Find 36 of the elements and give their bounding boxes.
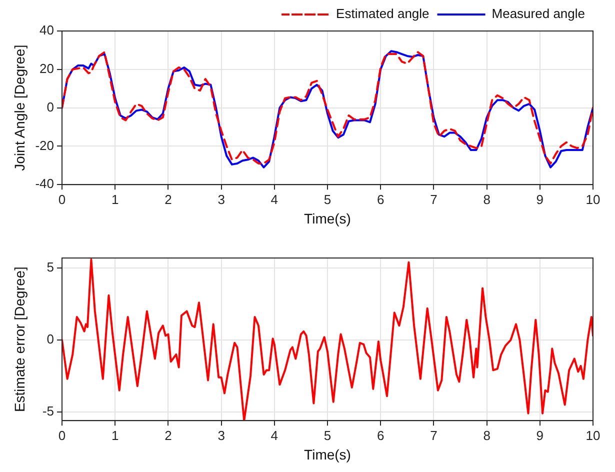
x-tick-label: 0	[58, 428, 66, 443]
y-tick-label: 0	[46, 332, 54, 347]
x-tick-label: 2	[164, 428, 172, 443]
x-tick-label: 6	[376, 192, 384, 207]
y-tick-label: -20	[35, 138, 54, 153]
x-tick-label: 3	[218, 428, 225, 443]
x-tick-label: 6	[376, 428, 384, 443]
y-tick-label: -5	[42, 404, 54, 419]
x-tick-label: 10	[586, 428, 600, 443]
x-tick-label: 7	[430, 192, 438, 207]
x-tick-label: 9	[536, 428, 544, 443]
y-tick-label: 0	[46, 99, 54, 114]
x-tick-label: 5	[324, 428, 332, 443]
x-axis-title: Time(s)	[304, 446, 351, 462]
x-tick-label: 9	[536, 192, 544, 207]
x-tick-label: 10	[586, 192, 600, 207]
x-tick-label: 4	[270, 192, 278, 207]
legend-label: Measured angle	[492, 6, 586, 22]
x-tick-label: 1	[111, 192, 119, 207]
x-tick-label: 7	[430, 428, 438, 443]
y-axis-title: Estimate error [Degree]	[11, 266, 28, 412]
x-tick-label: 5	[324, 192, 332, 207]
legend-label: Estimated angle	[336, 6, 430, 22]
x-axis-title: Time(s)	[304, 210, 351, 226]
x-tick-label: 8	[483, 428, 490, 443]
x-tick-label: 1	[111, 428, 119, 443]
x-tick-label: 4	[270, 428, 278, 443]
y-axis-title: Joint Angle [Degree]	[11, 44, 28, 171]
y-tick-label: 5	[46, 260, 54, 275]
x-tick-label: 2	[164, 192, 172, 207]
y-tick-label: 20	[40, 60, 54, 76]
y-tick-label: -40	[35, 176, 54, 192]
y-tick-label: 40	[40, 22, 54, 38]
x-tick-label: 8	[483, 192, 490, 207]
x-tick-label: 0	[58, 192, 66, 207]
x-tick-label: 3	[218, 192, 225, 207]
